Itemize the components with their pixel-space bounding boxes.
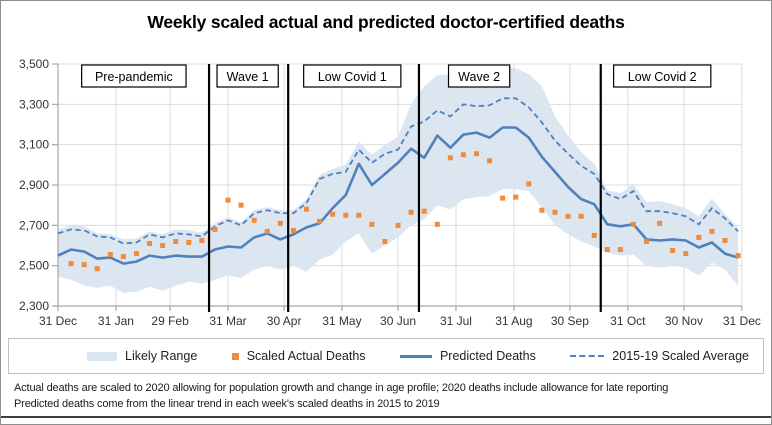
svg-text:31 Dec: 31 Dec [723, 314, 761, 328]
predicted-line-swatch-icon [399, 354, 432, 358]
actual-deaths-marker-icon [231, 352, 239, 360]
x-axis-labels: 31 Dec 31 Jan 29 Feb 31 Mar 30 Apr 31 May 30 J… [39, 314, 761, 328]
svg-text:30 Jun: 30 Jun [380, 314, 416, 328]
legend-item-likely-range: Likely Range [87, 349, 197, 363]
legend-label: Scaled Actual Deaths [246, 349, 366, 363]
footnote-line-1: Actual deaths are scaled to 2020 allowin… [14, 382, 669, 394]
actual-deaths-points [68, 151, 741, 272]
axes [52, 63, 743, 311]
period-labels: Pre-pandemic Wave 1 Low Covid 1 Wave 2 Low C… [81, 64, 712, 88]
footnote-line-2: Predicted deaths come from the linear tr… [14, 398, 440, 410]
period-box-wave-2 [447, 64, 511, 88]
likely-range-band [58, 67, 739, 293]
average-dash-swatch-icon [570, 355, 605, 357]
chart-title: Weekly scaled actual and predicted docto… [147, 12, 625, 32]
svg-text:Low Covid 2: Low Covid 2 [628, 70, 697, 84]
legend-item-predicted-deaths: Predicted Deaths [399, 349, 536, 363]
legend-label: 2015-19 Scaled Average [612, 349, 749, 363]
svg-text:31 Aug: 31 Aug [495, 314, 532, 328]
svg-text:29 Feb: 29 Feb [151, 314, 189, 328]
chart-plot-area: Pre-pandemic Wave 1 Low Covid 1 Wave 2 Low C… [19, 57, 761, 328]
svg-text:31 May: 31 May [322, 314, 361, 328]
svg-text:30 Nov: 30 Nov [665, 314, 703, 328]
svg-text:31 Dec: 31 Dec [39, 314, 77, 328]
svg-text:2,300: 2,300 [19, 299, 49, 313]
period-box-wave-1 [216, 64, 279, 88]
period-box-low-covid-1 [303, 64, 402, 88]
svg-text:Wave 1: Wave 1 [227, 70, 269, 84]
legend-label: Predicted Deaths [439, 349, 536, 363]
svg-text:3,500: 3,500 [19, 57, 49, 71]
period-box-pre-pandemic [81, 64, 187, 88]
period-box-low-covid-2 [613, 64, 712, 88]
svg-text:31 Mar: 31 Mar [209, 314, 246, 328]
y-axis-labels: 2,300 2,500 2,700 2,900 3,100 3,300 3,500 [19, 57, 49, 313]
svg-text:2,500: 2,500 [19, 259, 49, 273]
svg-text:31 Jul: 31 Jul [440, 314, 472, 328]
predicted-line [57, 126, 739, 265]
svg-text:2,700: 2,700 [19, 218, 49, 232]
legend-label: Likely Range [125, 349, 198, 363]
legend-item-scaled-actual-deaths: Scaled Actual Deaths [231, 349, 366, 363]
svg-text:3,100: 3,100 [19, 138, 49, 152]
period-separators [207, 64, 602, 312]
svg-text:3,300: 3,300 [19, 97, 49, 111]
footnotes: Actual deaths are scaled to 2020 allowin… [14, 380, 761, 412]
average-dashed-line [57, 97, 739, 245]
legend: Likely Range Scaled Actual Deaths Predic… [8, 338, 764, 374]
legend-item-scaled-average: 2015-19 Scaled Average [570, 349, 749, 363]
svg-text:Wave 2: Wave 2 [458, 70, 500, 84]
svg-text:31 Oct: 31 Oct [610, 314, 646, 328]
likely-range-swatch-icon [87, 351, 117, 361]
svg-text:Pre-pandemic: Pre-pandemic [95, 70, 173, 84]
svg-text:31 Jan: 31 Jan [98, 314, 134, 328]
svg-text:2,900: 2,900 [19, 178, 49, 192]
svg-text:30 Sep: 30 Sep [551, 314, 589, 328]
bottom-rule [1, 416, 771, 418]
svg-text:Low Covid 1: Low Covid 1 [318, 70, 387, 84]
svg-text:30 Apr: 30 Apr [267, 314, 302, 328]
